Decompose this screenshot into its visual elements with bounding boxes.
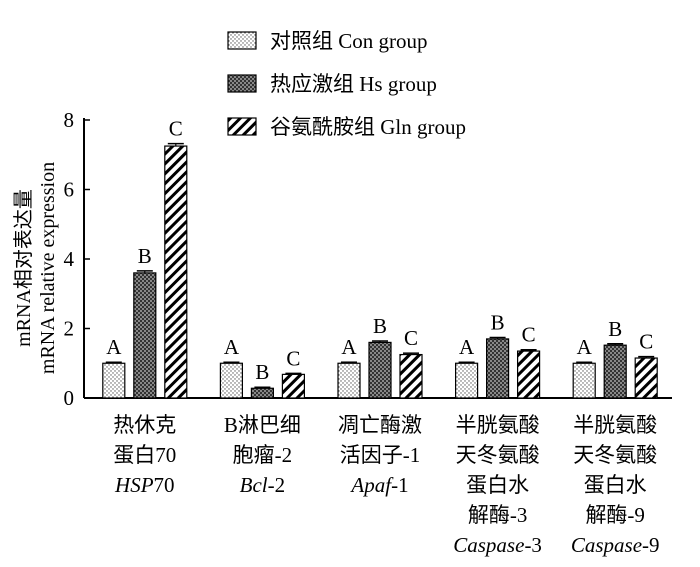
significance-label: C [639,330,653,354]
category-label-cn: 半胱氨酸 [456,413,540,437]
bar [250,387,274,399]
category-label-cn: 解酶-9 [585,503,645,527]
bar [281,373,305,399]
legend-swatch [227,31,257,50]
significance-label: A [224,335,240,359]
significance-label: B [255,360,269,384]
y-axis-label: mRNA相对表达量 mRNA relative expression [12,162,59,374]
significance-label: B [373,314,387,338]
category-label-en-italic: HSP [114,473,154,497]
category-label-cn: 半胱氨酸 [573,413,657,437]
significance-label: C [286,346,300,370]
category-label-cn: 天冬氨酸 [456,443,540,467]
category-label-cn: 天冬氨酸 [573,443,657,467]
bar [399,353,423,399]
category-label-en-suffix: 70 [154,473,175,497]
bar [634,357,658,399]
category-label-en: HSP70 [114,473,175,497]
bar [516,350,541,399]
category-label-en-italic: Bcl [240,473,268,497]
legend-label: 谷氨酰胺组 Gln group [270,115,466,139]
y-tick-label: 4 [64,247,75,271]
y-tick-label: 8 [64,108,75,132]
bar [368,341,392,399]
significance-label: A [341,335,357,359]
bar [219,362,243,399]
category-label-en-suffix: -1 [391,473,409,497]
legend-label: 对照组 Con group [270,29,428,53]
category-label-cn: 热休克 [113,413,176,437]
category-label-cn: 解酶-3 [468,503,528,527]
category-label-en: Caspase-9 [571,533,660,557]
significance-label: B [138,244,152,268]
bar [603,344,627,399]
category-label-cn: 胞瘤-2 [233,443,293,467]
bar [102,362,126,399]
significance-label: B [608,317,622,341]
y-tick-label: 6 [64,178,75,202]
bar [486,338,510,399]
significance-label: A [459,335,475,359]
category-label-en-suffix: -2 [268,473,286,497]
significance-label: A [577,335,593,359]
significance-label: C [169,117,183,141]
y-tick-label: 0 [64,386,75,410]
category-label-en-suffix: -3 [524,533,542,557]
category-label-cn: B淋巴细 [224,413,301,437]
category-label-cn: 蛋白70 [113,443,176,467]
y-axis-label-cn: mRNA相对表达量 [12,189,35,347]
significance-label: C [522,323,536,347]
category-label-cn: 凋亡酶激 [338,413,422,437]
y-axis-label-en: mRNA relative expression [37,162,59,374]
bar [164,145,188,399]
category-label-en: Caspase-3 [453,533,542,557]
legend-label: 热应激组 Hs group [270,72,437,96]
category-label-cn: 蛋白水 [466,473,529,497]
category-label-cn: 蛋白水 [584,473,647,497]
legend: 对照组 Con group 热应激组 Hs group 谷氨酰胺组 Gln grou… [227,29,466,139]
bar [133,272,157,399]
y-tick-label: 2 [64,317,75,341]
bar [455,362,479,399]
legend-swatch [227,117,257,136]
significance-label: B [491,311,505,335]
category-label-cn: 活因子-1 [340,443,421,467]
bar [337,362,361,399]
category-label-en: Bcl-2 [240,473,285,497]
category-label-en-italic: Caspase [453,533,524,557]
bar [572,362,596,399]
legend-swatch [227,74,257,93]
category-label-en: Apaf-1 [349,473,408,497]
significance-label: C [404,326,418,350]
significance-label: A [106,335,122,359]
category-label-en-suffix: -9 [642,533,660,557]
category-label-en-italic: Caspase [571,533,642,557]
category-label-en-italic: Apaf [349,473,394,497]
